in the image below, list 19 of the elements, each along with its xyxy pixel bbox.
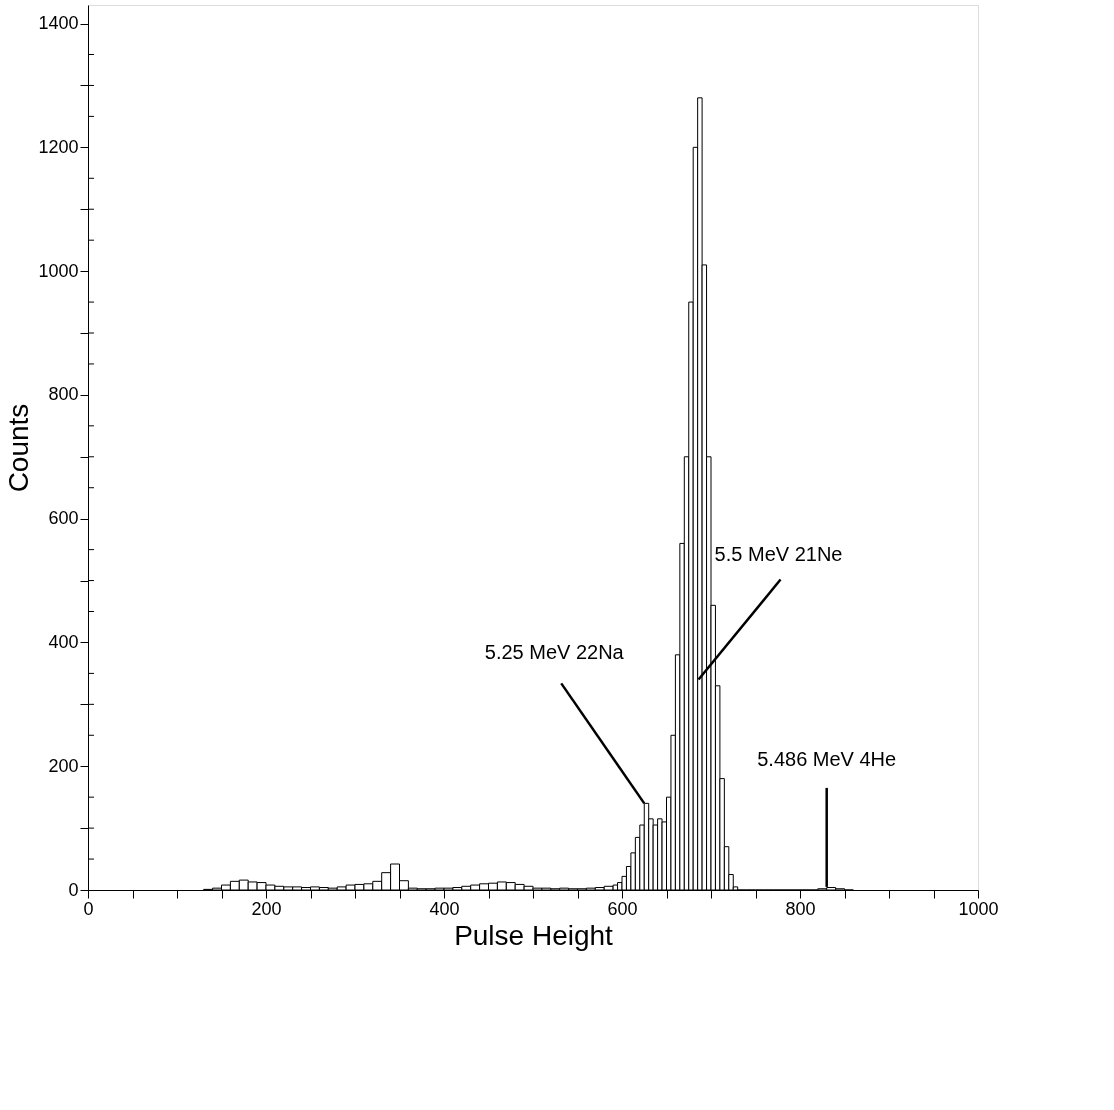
annotation: 5.5 MeV 21Ne [714, 542, 843, 565]
x-tick-label: 600 [607, 898, 638, 919]
x-tick-label: 0 [83, 898, 94, 919]
y-axis-title: Counts [3, 403, 35, 493]
annotation: 5.25 MeV 22Na [484, 641, 625, 664]
y-tick-label: 1000 [38, 260, 79, 281]
y-tick-label: 400 [48, 631, 79, 652]
y-tick-label: 800 [48, 384, 79, 405]
annotation: 5.486 MeV 4He [757, 747, 897, 770]
y-tick-label: 1400 [38, 13, 79, 34]
x-tick-label: 200 [251, 898, 282, 919]
y-tick-label: 600 [48, 508, 79, 529]
y-tick-label: 1200 [38, 136, 79, 157]
x-axis-title: Pulse Height [454, 919, 614, 951]
y-tick-label: 200 [48, 755, 79, 776]
x-tick-label: 400 [429, 898, 460, 919]
x-tick-label: 800 [785, 898, 816, 919]
x-tick-label: 1000 [958, 898, 999, 919]
y-tick-label: 0 [68, 879, 79, 900]
